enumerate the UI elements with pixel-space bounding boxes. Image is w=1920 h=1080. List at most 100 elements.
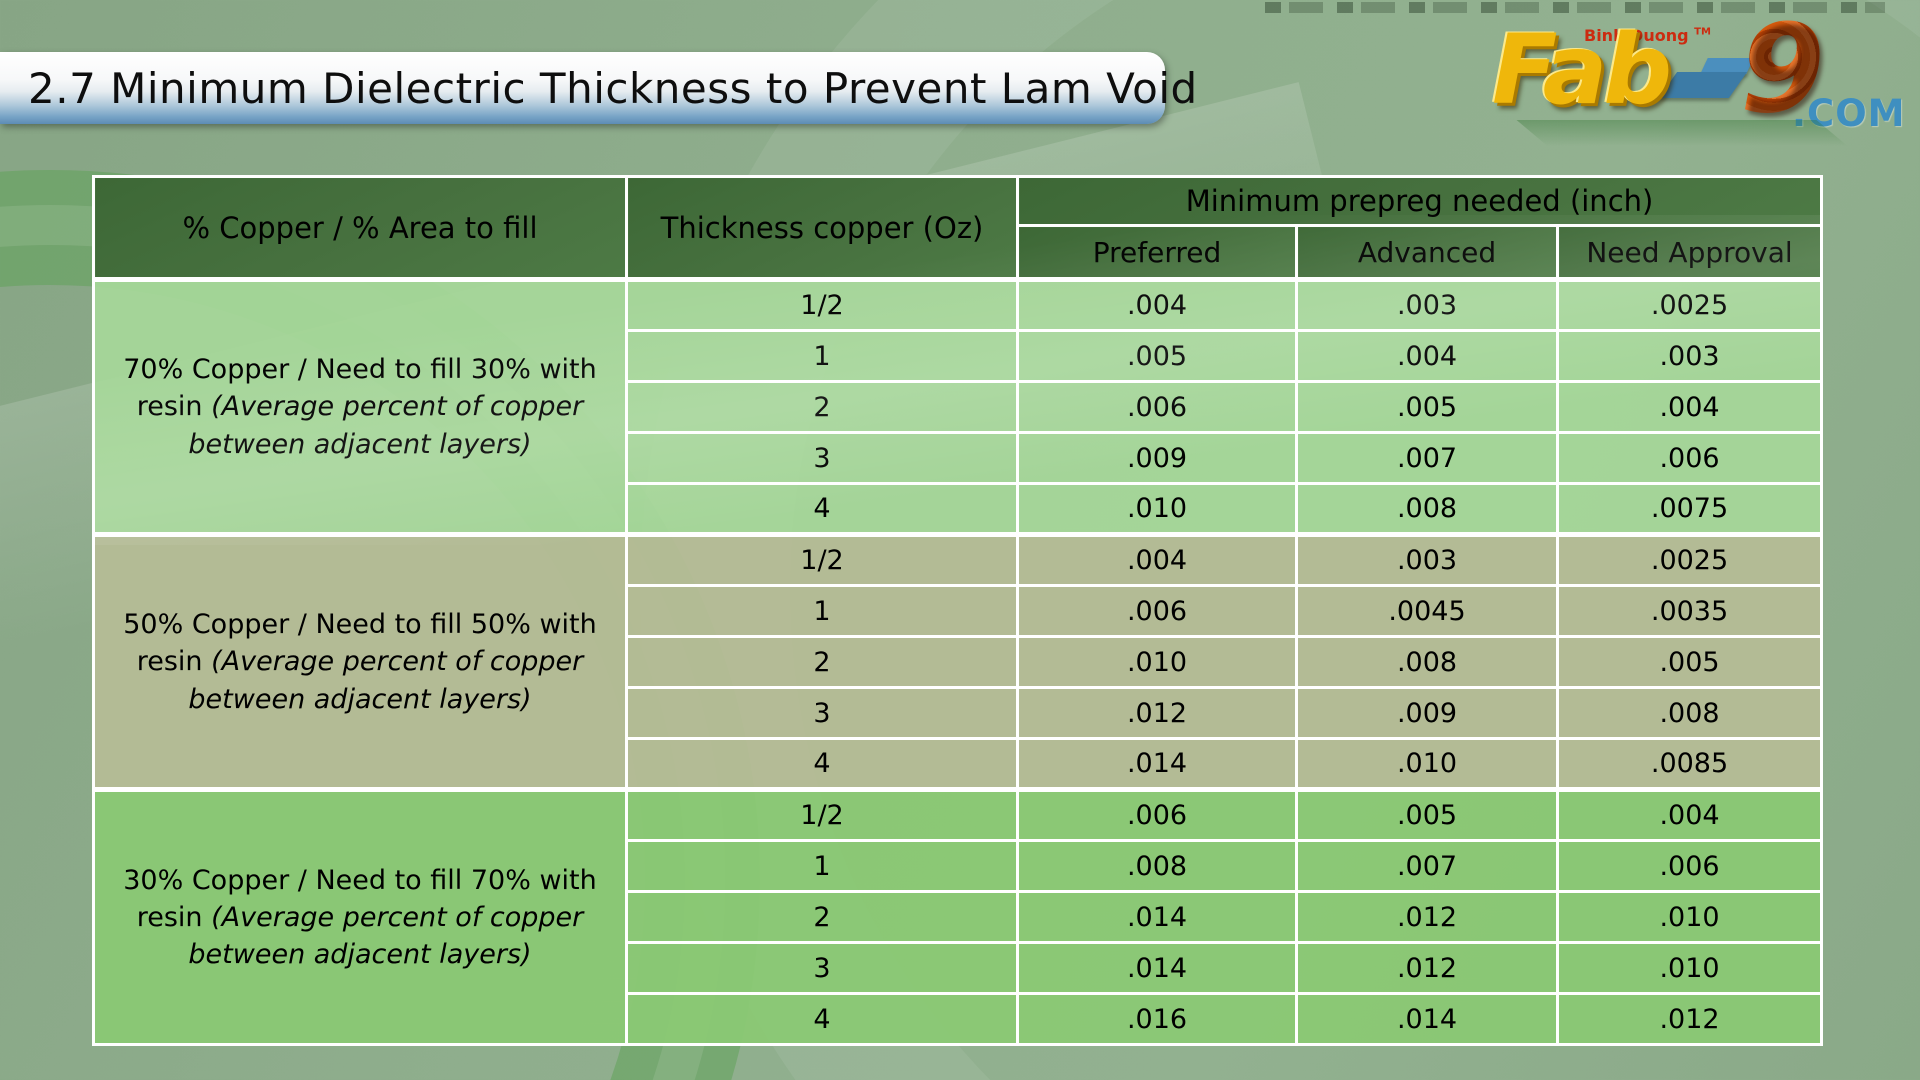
group-label-note: (Average percent of copper between adjac… — [188, 901, 584, 971]
col-header-copper: % Copper / % Area to fill — [92, 175, 628, 281]
group-label-note: (Average percent of copper between adjac… — [188, 646, 584, 715]
thickness-cell: 4 — [625, 737, 1019, 791]
advanced-cell: .012 — [1295, 941, 1559, 995]
group-label-note: (Average percent of copper between adjac… — [188, 391, 584, 460]
approval-cell: .0075 — [1555, 482, 1824, 536]
thickness-cell: 3 — [625, 686, 1019, 740]
page-title: 2.7 Minimum Dielectric Thickness to Prev… — [28, 63, 1198, 113]
thickness-cell: 2 — [625, 380, 1019, 434]
table-row: 3 .012 .009 .008 — [94, 686, 1824, 740]
logo-tagline: Binh Duong TM — [1584, 26, 1711, 45]
approval-cell: .006 — [1555, 431, 1824, 485]
approval-cell: .0085 — [1555, 737, 1824, 791]
advanced-cell: .009 — [1295, 686, 1559, 740]
col-header-prepreg: Minimum prepreg needed (inch) — [1015, 175, 1824, 227]
preferred-cell: .008 — [1016, 839, 1298, 893]
group-label-text: 70% Copper / Need to fill 30% with resin — [123, 354, 597, 423]
table-row: 3 .009 .007 .006 — [94, 431, 1824, 485]
thickness-cell: 1/2 — [625, 787, 1019, 842]
subheader-need-approval: Need Approval — [1555, 224, 1824, 281]
approval-cell: .010 — [1555, 941, 1824, 995]
advanced-cell: .004 — [1295, 329, 1559, 383]
logo-reflection — [1516, 120, 1848, 146]
preferred-cell: .010 — [1016, 482, 1298, 536]
logo-fab-text: Fab — [1492, 14, 1672, 126]
advanced-cell: .003 — [1295, 532, 1559, 587]
preferred-cell: .004 — [1016, 277, 1298, 332]
preferred-cell: .014 — [1016, 890, 1298, 944]
dielectric-thickness-table: % Copper / % Area to fill Thickness copp… — [92, 175, 1824, 1046]
preferred-cell: .006 — [1016, 584, 1298, 638]
thickness-cell: 1 — [625, 839, 1019, 893]
preferred-cell: .012 — [1016, 686, 1298, 740]
logo-nine-digit: 9 — [1740, 0, 1825, 140]
group-label-cell: 70% Copper / Need to fill 30% with resin… — [92, 277, 628, 536]
approval-cell: .008 — [1555, 686, 1824, 740]
col-header-thickness: Thickness copper (Oz) — [625, 175, 1019, 281]
table-row: 4 .014 .010 .0085 — [94, 737, 1824, 791]
preferred-cell: .009 — [1016, 431, 1298, 485]
approval-cell: .010 — [1555, 890, 1824, 944]
table-header: % Copper / % Area to fill Thickness copp… — [92, 175, 1824, 281]
thickness-cell: 4 — [625, 992, 1019, 1046]
thickness-cell: 2 — [625, 890, 1019, 944]
advanced-cell: .005 — [1295, 787, 1559, 842]
preferred-cell: .006 — [1016, 380, 1298, 434]
approval-cell: .0035 — [1555, 584, 1824, 638]
table-row: 70% Copper / Need to fill 30% with resin… — [92, 277, 1824, 536]
table-row: 2 .010 .008 .005 — [94, 635, 1824, 689]
thickness-cell: 3 — [625, 431, 1019, 485]
group-label-cell: 30% Copper / Need to fill 70% with resin… — [92, 787, 628, 1046]
preferred-cell: .014 — [1016, 737, 1298, 791]
table-row: 2 .014 .012 .010 — [94, 890, 1824, 944]
subheader-preferred: Preferred — [1016, 224, 1298, 281]
thickness-cell: 2 — [625, 635, 1019, 689]
logo-com-text: .COM — [1792, 92, 1906, 135]
dielectric-table-container: % Copper / % Area to fill Thickness copp… — [92, 175, 1824, 1046]
approval-cell: .004 — [1555, 787, 1824, 842]
preferred-cell: .014 — [1016, 941, 1298, 995]
preferred-cell: .010 — [1016, 635, 1298, 689]
advanced-cell: .007 — [1295, 839, 1559, 893]
advanced-cell: .005 — [1295, 380, 1559, 434]
table-row: 1 .006 .0045 .0035 — [94, 584, 1824, 638]
table-row: 3 .014 .012 .010 — [94, 941, 1824, 995]
table-row: 4 .010 .008 .0075 — [94, 482, 1824, 536]
approval-cell: .0025 — [1555, 277, 1824, 332]
logo-blue-wedge — [1658, 72, 1748, 98]
approval-cell: .003 — [1555, 329, 1824, 383]
group-label-cell: 50% Copper / Need to fill 50% with resin… — [92, 532, 628, 791]
thickness-cell: 1 — [625, 329, 1019, 383]
advanced-cell: .0045 — [1295, 584, 1559, 638]
title-bar: 2.7 Minimum Dielectric Thickness to Prev… — [0, 52, 1197, 124]
logo-trademark: TM — [1694, 26, 1711, 38]
table-row: 2 .006 .005 .004 — [94, 380, 1824, 434]
fab9-logo: Binh Duong TM Fab 9 .COM — [1492, 8, 1916, 146]
approval-cell: .004 — [1555, 380, 1824, 434]
group-30-copper: 30% Copper / Need to fill 70% with resin… — [92, 787, 1824, 1046]
advanced-cell: .012 — [1295, 890, 1559, 944]
approval-cell: .012 — [1555, 992, 1824, 1046]
preferred-cell: .016 — [1016, 992, 1298, 1046]
preferred-cell: .005 — [1016, 329, 1298, 383]
table-row: 4 .016 .014 .012 — [94, 992, 1824, 1046]
advanced-cell: .008 — [1295, 635, 1559, 689]
table-row: 1 .005 .004 .003 — [94, 329, 1824, 383]
header-row-sub: Preferred Advanced Need Approval — [94, 224, 1824, 281]
advanced-cell: .007 — [1295, 431, 1559, 485]
thickness-cell: 4 — [625, 482, 1019, 536]
approval-cell: .005 — [1555, 635, 1824, 689]
advanced-cell: .003 — [1295, 277, 1559, 332]
group-label-text: 50% Copper / Need to fill 50% with resin — [123, 609, 597, 678]
group-70-copper: 70% Copper / Need to fill 30% with resin… — [92, 277, 1824, 536]
preferred-cell: .006 — [1016, 787, 1298, 842]
thickness-cell: 3 — [625, 941, 1019, 995]
thickness-cell: 1 — [625, 584, 1019, 638]
header-row-main: % Copper / % Area to fill Thickness copp… — [92, 175, 1824, 281]
thickness-cell: 1/2 — [625, 532, 1019, 587]
approval-cell: .0025 — [1555, 532, 1824, 587]
table-row: 50% Copper / Need to fill 50% with resin… — [92, 532, 1824, 791]
table-row: 1 .008 .007 .006 — [94, 839, 1824, 893]
group-50-copper: 50% Copper / Need to fill 50% with resin… — [92, 532, 1824, 791]
advanced-cell: .010 — [1295, 737, 1559, 791]
